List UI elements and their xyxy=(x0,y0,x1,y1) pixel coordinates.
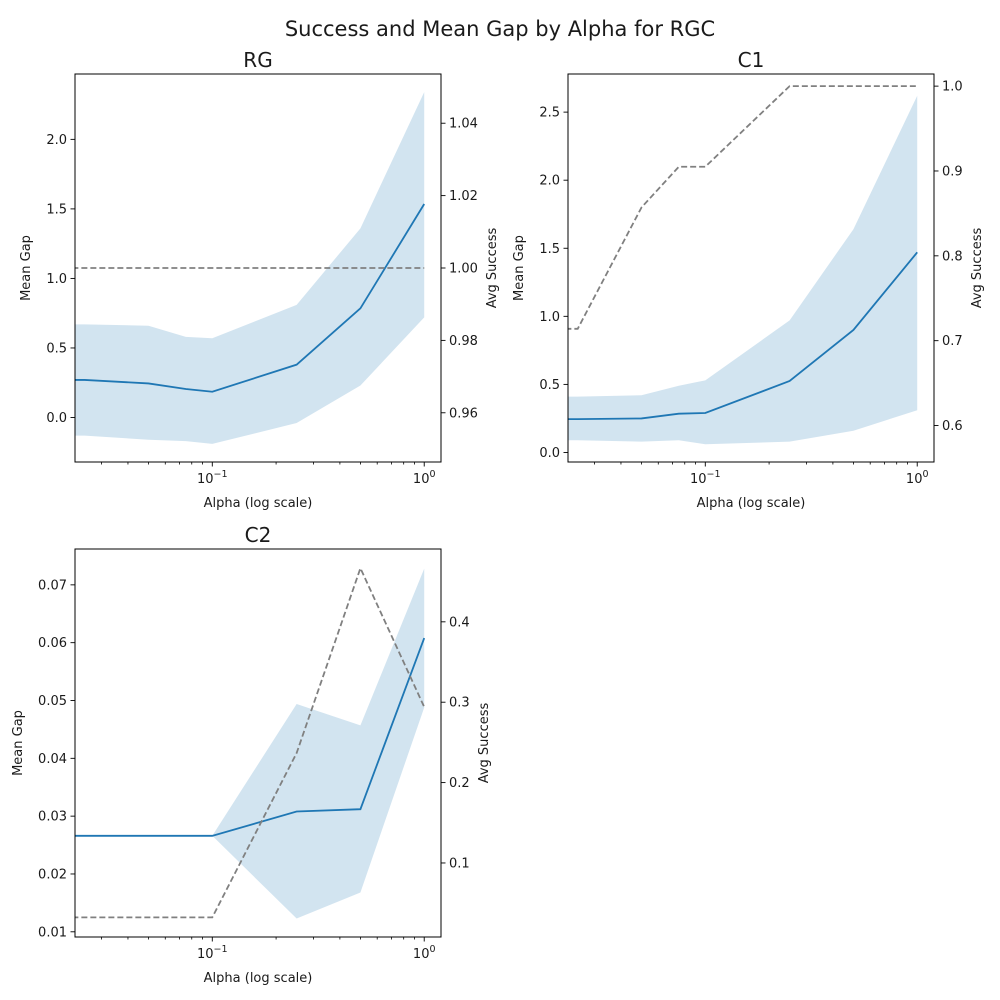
y-tick-label: 0.04 xyxy=(38,752,67,767)
y2-tick-label: 0.98 xyxy=(449,334,478,349)
mean-gap-line xyxy=(568,251,918,421)
y2-tick-label: 1.00 xyxy=(449,262,478,277)
figure-title: Success and Mean Gap by Alpha for RGC xyxy=(285,17,715,41)
y-axis-label: Mean Gap xyxy=(19,235,34,301)
y2-axis-label: Avg Success xyxy=(477,703,492,784)
y2-tick-label: 0.8 xyxy=(942,249,963,264)
y-tick-label: 0.06 xyxy=(38,636,67,651)
y2-tick-label: 0.1 xyxy=(449,856,470,871)
y2-tick-label: 1.02 xyxy=(449,189,478,204)
x-tick-label: 100 xyxy=(413,944,436,962)
y-tick-label: 0.5 xyxy=(46,341,67,356)
y2-tick-label: 0.6 xyxy=(942,419,963,434)
subplot-title: RG xyxy=(243,48,272,72)
avg-success-line xyxy=(75,565,426,919)
y2-tick-label: 0.96 xyxy=(449,406,478,421)
y2-axis-label: Avg Success xyxy=(485,228,500,309)
axes-frame xyxy=(74,548,442,938)
y2-tick-label: 0.2 xyxy=(449,776,470,791)
plot-area xyxy=(75,565,426,919)
axes-frame xyxy=(567,73,935,463)
y2-tick-label: 0.9 xyxy=(942,164,963,179)
y-tick-label: 2.0 xyxy=(46,133,67,148)
plot-area xyxy=(75,92,425,444)
x-axis-label: Alpha (log scale) xyxy=(204,971,313,986)
mean-gap-line xyxy=(75,203,425,393)
subplot-title: C2 xyxy=(245,523,272,547)
avg-success-line xyxy=(568,85,918,330)
x-tick-label: 100 xyxy=(413,469,436,487)
y-tick-label: 0.0 xyxy=(46,411,67,426)
confidence-band xyxy=(568,95,918,445)
mean-gap-line xyxy=(75,637,426,837)
y2-tick-label: 1.04 xyxy=(449,117,478,132)
subplots: 10−1 100 0.0 0.5 1.0 1.5 2.0 0.96 0.98 1.00 1.02 1.… xyxy=(11,48,985,986)
y-tick-label: 2.5 xyxy=(539,106,560,121)
y2-tick-label: 0.7 xyxy=(942,334,963,349)
y-tick-label: 0.03 xyxy=(38,810,67,825)
x-axis-label: Alpha (log scale) xyxy=(697,496,806,511)
y-axis-label: Mean Gap xyxy=(11,710,26,776)
x-tick-label: 100 xyxy=(906,469,929,487)
y-tick-label: 0.02 xyxy=(38,867,67,882)
y-tick-label: 0.01 xyxy=(38,925,67,940)
y2-tick-label: 1.0 xyxy=(942,80,963,95)
y-tick-label: 1.0 xyxy=(46,272,67,287)
y-tick-label: 0.07 xyxy=(38,578,67,593)
y-tick-label: 2.0 xyxy=(539,174,560,189)
y2-axis-label: Avg Success xyxy=(970,228,985,309)
y-tick-label: 1.0 xyxy=(539,310,560,325)
x-tick-label: 10−1 xyxy=(197,469,228,487)
subplot-c1: 10−1 100 0.0 0.5 1.0 1.5 2.0 2.5 0.6 0.7 0.8 0.9 1.0… xyxy=(512,48,985,511)
x-axis-label: Alpha (log scale) xyxy=(204,496,313,511)
y2-tick-label: 0.4 xyxy=(449,615,470,630)
x-tick-label: 10−1 xyxy=(690,469,721,487)
y-tick-label: 0.0 xyxy=(539,446,560,461)
y2-tick-label: 0.3 xyxy=(449,696,470,711)
y-tick-label: 0.05 xyxy=(38,694,67,709)
x-tick-label: 10−1 xyxy=(197,944,228,962)
y-axis-label: Mean Gap xyxy=(512,235,527,301)
plot-area xyxy=(568,85,918,445)
confidence-band xyxy=(75,92,425,444)
y-tick-label: 1.5 xyxy=(539,242,560,257)
y-tick-label: 0.5 xyxy=(539,378,560,393)
subplot-rg: 10−1 100 0.0 0.5 1.0 1.5 2.0 0.96 0.98 1.00 1.02 1.… xyxy=(19,48,500,511)
subplot-c2: 10−1 100 0.01 0.02 0.03 0.04 0.05 0.06 0.07 0.1 0.… xyxy=(11,523,492,986)
y-tick-label: 1.5 xyxy=(46,202,67,217)
subplot-title: C1 xyxy=(738,48,765,72)
confidence-band xyxy=(75,568,425,919)
